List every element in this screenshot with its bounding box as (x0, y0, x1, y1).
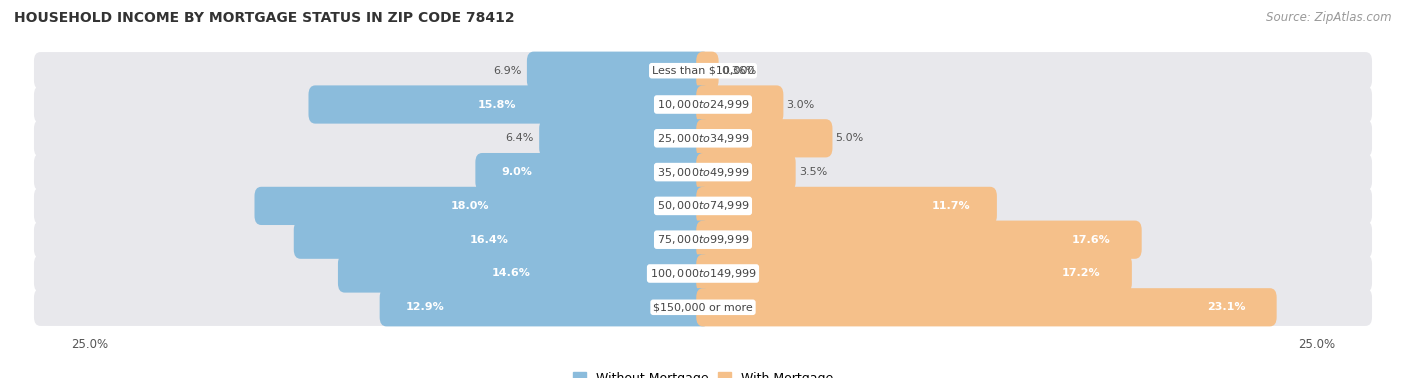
FancyBboxPatch shape (380, 288, 710, 327)
FancyBboxPatch shape (254, 187, 710, 225)
FancyBboxPatch shape (696, 51, 718, 90)
FancyBboxPatch shape (696, 221, 1142, 259)
Text: $100,000 to $149,999: $100,000 to $149,999 (650, 267, 756, 280)
Text: 14.6%: 14.6% (492, 268, 531, 279)
Text: 0.36%: 0.36% (721, 66, 756, 76)
Text: 18.0%: 18.0% (450, 201, 489, 211)
Text: $50,000 to $74,999: $50,000 to $74,999 (657, 200, 749, 212)
Text: $10,000 to $24,999: $10,000 to $24,999 (657, 98, 749, 111)
FancyBboxPatch shape (34, 221, 1372, 258)
FancyBboxPatch shape (34, 153, 1372, 191)
Text: Less than $10,000: Less than $10,000 (652, 66, 754, 76)
FancyBboxPatch shape (34, 289, 1372, 326)
FancyBboxPatch shape (696, 85, 783, 124)
Text: Source: ZipAtlas.com: Source: ZipAtlas.com (1267, 11, 1392, 24)
Text: 9.0%: 9.0% (502, 167, 533, 177)
Text: $150,000 or more: $150,000 or more (654, 302, 752, 312)
FancyBboxPatch shape (527, 51, 710, 90)
FancyBboxPatch shape (34, 187, 1372, 225)
Text: 3.0%: 3.0% (786, 99, 814, 110)
Text: 23.1%: 23.1% (1206, 302, 1246, 312)
FancyBboxPatch shape (696, 153, 796, 191)
FancyBboxPatch shape (696, 119, 832, 157)
Text: 12.9%: 12.9% (406, 302, 444, 312)
Text: 16.4%: 16.4% (470, 235, 509, 245)
FancyBboxPatch shape (34, 86, 1372, 123)
Text: 6.9%: 6.9% (494, 66, 522, 76)
FancyBboxPatch shape (34, 52, 1372, 89)
FancyBboxPatch shape (696, 254, 1132, 293)
FancyBboxPatch shape (294, 221, 710, 259)
Text: $35,000 to $49,999: $35,000 to $49,999 (657, 166, 749, 178)
FancyBboxPatch shape (696, 187, 997, 225)
FancyBboxPatch shape (34, 120, 1372, 157)
FancyBboxPatch shape (538, 119, 710, 157)
Text: 6.4%: 6.4% (505, 133, 534, 143)
Text: 11.7%: 11.7% (932, 201, 970, 211)
Text: 5.0%: 5.0% (835, 133, 863, 143)
Text: $25,000 to $34,999: $25,000 to $34,999 (657, 132, 749, 145)
Text: 3.5%: 3.5% (799, 167, 827, 177)
FancyBboxPatch shape (308, 85, 710, 124)
FancyBboxPatch shape (475, 153, 710, 191)
Text: 17.2%: 17.2% (1062, 268, 1101, 279)
Text: 17.6%: 17.6% (1071, 235, 1111, 245)
Text: 15.8%: 15.8% (478, 99, 516, 110)
FancyBboxPatch shape (34, 255, 1372, 292)
Legend: Without Mortgage, With Mortgage: Without Mortgage, With Mortgage (568, 367, 838, 378)
FancyBboxPatch shape (337, 254, 710, 293)
Text: HOUSEHOLD INCOME BY MORTGAGE STATUS IN ZIP CODE 78412: HOUSEHOLD INCOME BY MORTGAGE STATUS IN Z… (14, 11, 515, 25)
FancyBboxPatch shape (696, 288, 1277, 327)
Text: $75,000 to $99,999: $75,000 to $99,999 (657, 233, 749, 246)
